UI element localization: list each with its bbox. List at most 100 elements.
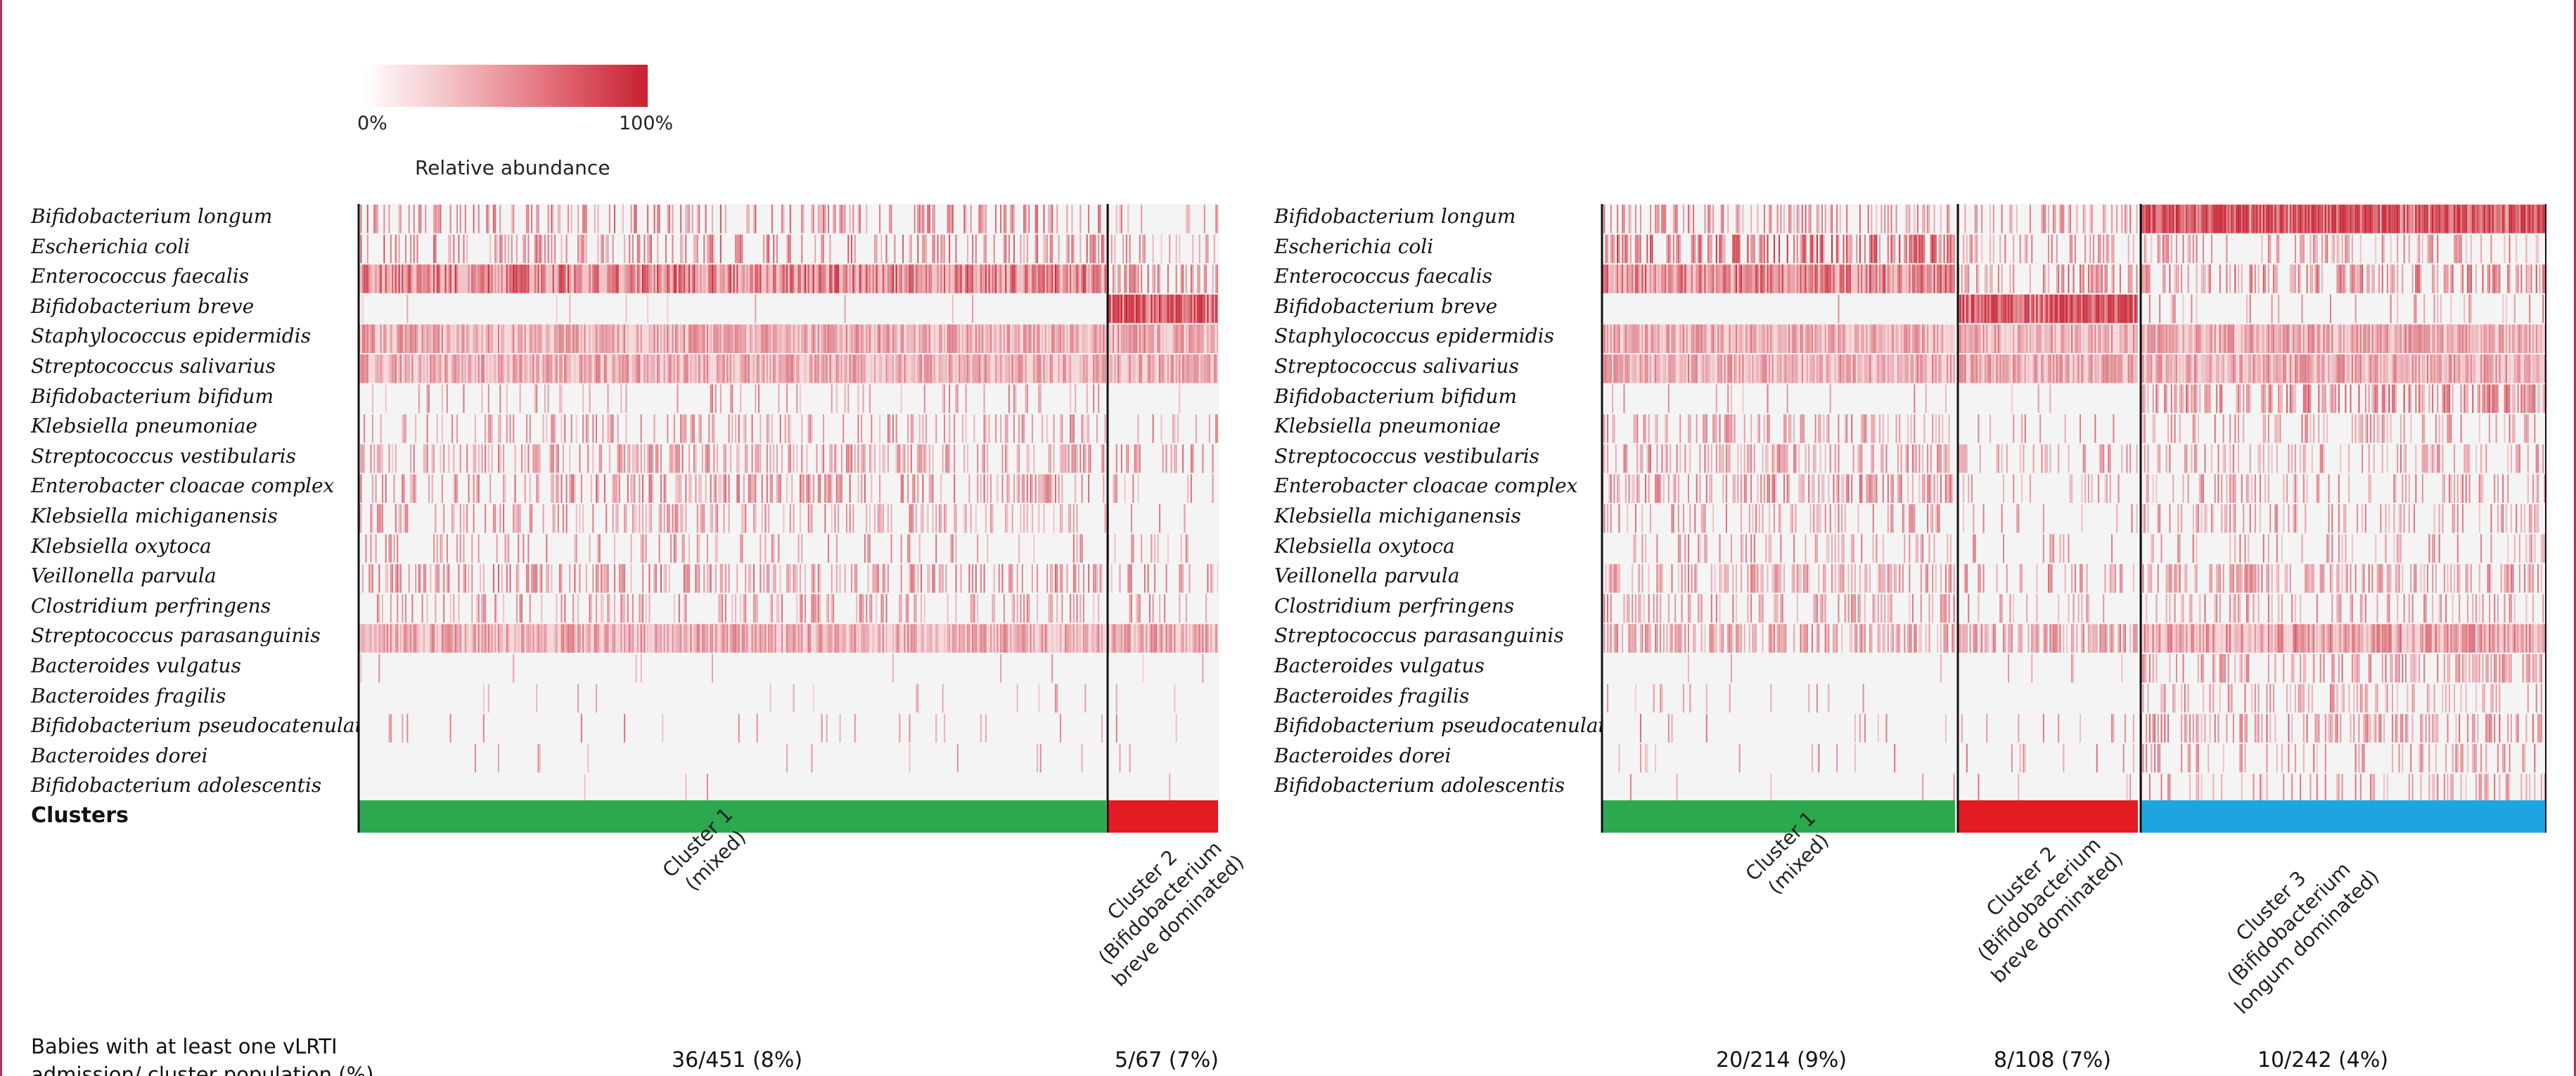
heatmap-cell [922, 264, 924, 293]
heatmap-cell [1780, 324, 1782, 353]
heatmap-cell [625, 504, 627, 533]
heatmap-cell [574, 324, 576, 353]
heatmap-cell [1920, 564, 1922, 593]
heatmap-cell [541, 324, 543, 353]
heatmap-cell [2053, 205, 2055, 233]
taxon-label: Bifidobacterium bifidum [31, 384, 274, 408]
heatmap-cell [975, 564, 977, 593]
heatmap-cell [1938, 504, 1940, 533]
heatmap-cell [405, 264, 406, 293]
heatmap-cell [1667, 474, 1670, 503]
heatmap-cell [615, 264, 617, 293]
heatmap-cell [647, 234, 649, 264]
heatmap-cell [1119, 205, 1121, 233]
heatmap-cell [1986, 354, 1988, 383]
heatmap-cell [1101, 324, 1103, 353]
heatmap-cell [1670, 264, 1672, 293]
heatmap-cell [1783, 324, 1786, 353]
heatmap-cell [743, 354, 745, 383]
heatmap-cell [584, 774, 586, 802]
heatmap-cell [1836, 234, 1838, 264]
heatmap-cell [1989, 205, 1992, 233]
heatmap-cell [1072, 594, 1075, 623]
heatmap-cell [672, 205, 674, 233]
heatmap-cell [1605, 264, 1607, 293]
heatmap-cell [1134, 294, 1136, 324]
heatmap-row-cells [1108, 624, 1219, 653]
heatmap-cell [786, 564, 788, 593]
heatmap-cell [491, 444, 493, 473]
heatmap-cell [701, 444, 703, 473]
heatmap-cell [607, 414, 609, 443]
heatmap-cell [514, 444, 516, 473]
heatmap-row-cells [1113, 474, 1214, 503]
heatmap-cell [643, 624, 646, 653]
heatmap-cell [1839, 564, 1841, 593]
heatmap-cell [761, 624, 763, 653]
heatmap-cell [1120, 205, 1122, 233]
heatmap-cell [1932, 234, 1934, 264]
heatmap-cell [1031, 504, 1033, 533]
heatmap-cell [1816, 234, 1818, 264]
heatmap-cell [1162, 324, 1164, 353]
heatmap-cell [1894, 564, 1896, 593]
heatmap-cell [819, 594, 821, 623]
heatmap-cell [1887, 354, 1889, 383]
heatmap-cell [541, 564, 543, 593]
heatmap-cell [959, 264, 961, 293]
heatmap-cell [1028, 594, 1030, 623]
heatmap-cell [681, 234, 684, 264]
heatmap-cell [844, 384, 846, 414]
heatmap-cell [675, 504, 677, 533]
heatmap-cell [871, 444, 873, 473]
heatmap-cell [945, 564, 947, 593]
heatmap-cell [1643, 594, 1645, 623]
heatmap-cell [1937, 264, 1939, 293]
heatmap-cell [731, 594, 733, 623]
heatmap-cell [562, 264, 564, 293]
heatmap-cell [869, 504, 871, 533]
heatmap-cell [511, 264, 513, 293]
heatmap-cell [658, 264, 660, 293]
heatmap-cell [1127, 564, 1129, 593]
heatmap-cell [1670, 624, 1672, 653]
heatmap-cell [1949, 534, 1952, 563]
taxon-label: Streptococcus parasanguinis [1274, 624, 1564, 648]
heatmap-cell [630, 534, 632, 563]
heatmap-cell [1190, 324, 1192, 353]
heatmap-cell [1915, 624, 1917, 653]
heatmap-cell [1943, 234, 1945, 264]
heatmap-cell [1707, 205, 1710, 233]
heatmap-cell [1202, 624, 1204, 653]
heatmap-cell [829, 234, 831, 264]
heatmap-cell [1800, 414, 1802, 443]
heatmap-cell [690, 354, 692, 383]
heatmap-cell [680, 205, 682, 233]
heatmap-cell [788, 414, 790, 443]
heatmap-cell [1864, 264, 1866, 293]
heatmap-cell [556, 324, 558, 353]
heatmap-cell [1887, 504, 1889, 533]
heatmap-cell [1719, 354, 1721, 383]
heatmap-cell [1674, 354, 1677, 383]
heatmap-cell [779, 324, 781, 353]
heatmap-cell [838, 474, 840, 503]
heatmap-cell [1020, 624, 1022, 653]
heatmap-cell [2108, 294, 2110, 324]
heatmap-cell [536, 684, 538, 713]
heatmap-cell [905, 594, 907, 623]
heatmap-cell [1188, 294, 1191, 324]
heatmap-cell [663, 564, 665, 593]
heatmap-cell [592, 504, 594, 533]
heatmap-cell [1071, 234, 1073, 264]
heatmap-cell [662, 714, 664, 743]
heatmap-cell [582, 234, 584, 264]
heatmap-cell [572, 474, 575, 503]
heatmap-cell [454, 624, 456, 653]
heatmap-cell [652, 324, 654, 353]
heatmap-cell [560, 384, 563, 414]
heatmap-cell [647, 205, 649, 233]
heatmap-cell [1676, 444, 1678, 473]
heatmap-cell [1793, 234, 1795, 264]
heatmap-cell [1918, 234, 1921, 264]
